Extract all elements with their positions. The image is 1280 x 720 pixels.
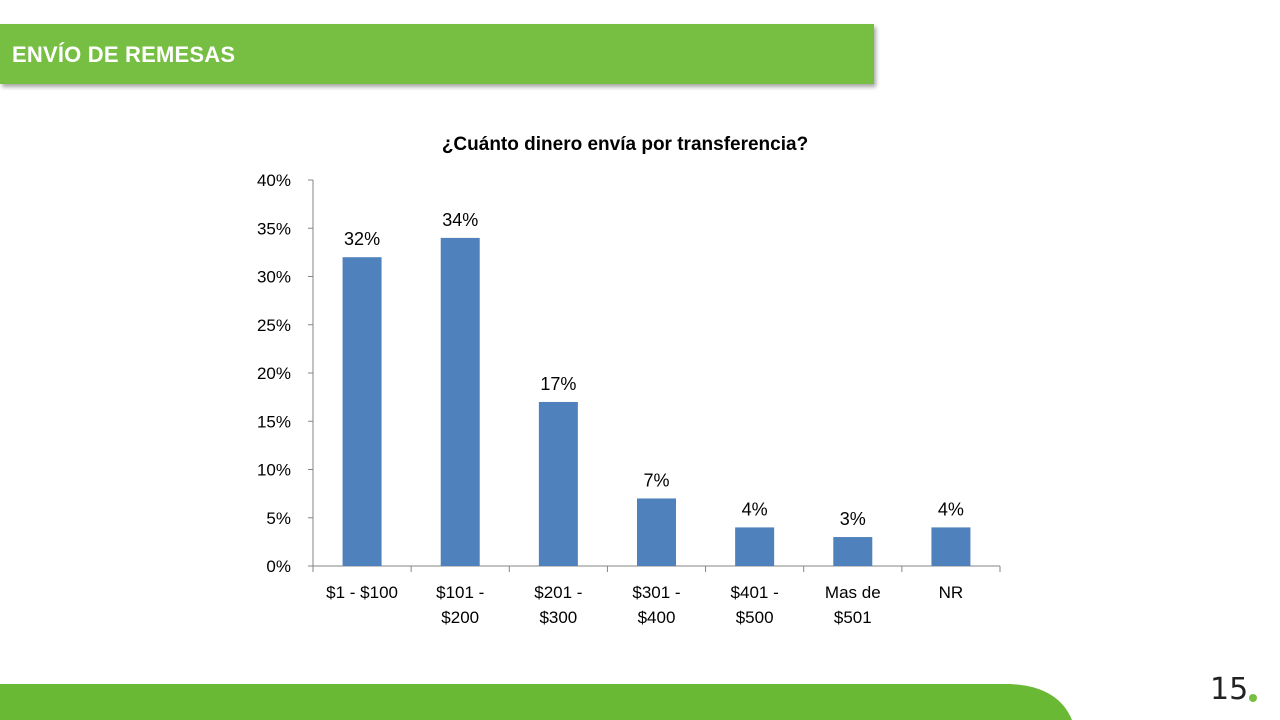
bar — [342, 257, 382, 566]
y-tick-label: 30% — [257, 268, 291, 287]
x-tick-label: $200 — [441, 608, 479, 627]
data-label: 32% — [344, 229, 380, 249]
x-tick-label: Mas de — [825, 583, 881, 602]
data-label: 4% — [742, 499, 768, 519]
y-tick-label: 20% — [257, 364, 291, 383]
page-number: 15 — [1210, 672, 1249, 707]
data-label: 34% — [442, 210, 478, 230]
data-label: 4% — [938, 499, 964, 519]
y-tick-label: 5% — [266, 509, 291, 528]
y-tick-label: 25% — [257, 316, 291, 335]
x-tick-label: $301 - — [632, 583, 680, 602]
x-tick-label: $1 - $100 — [326, 583, 398, 602]
y-tick-label: 0% — [266, 557, 291, 576]
chart-title: ¿Cuánto dinero envía por transferencia? — [442, 134, 808, 155]
x-tick-label: $501 — [834, 608, 872, 627]
y-tick-label: 35% — [257, 219, 291, 238]
footer-bar — [0, 684, 1072, 720]
x-tick-label: $401 - — [731, 583, 779, 602]
x-tick-label: $400 — [638, 608, 676, 627]
data-label: 3% — [840, 509, 866, 529]
x-tick-label: NR — [939, 583, 964, 602]
x-tick-label: $500 — [736, 608, 774, 627]
bar-chart: ¿Cuánto dinero envía por transferencia? … — [257, 134, 1001, 627]
y-tick-label: 10% — [257, 461, 291, 480]
bar — [735, 527, 775, 566]
header-banner: ENVÍO DE REMESAS — [0, 24, 874, 84]
x-tick-label: $300 — [539, 608, 577, 627]
data-label: 17% — [540, 374, 576, 394]
x-tick-label: $101 - — [436, 583, 484, 602]
x-tick-label: $201 - — [534, 583, 582, 602]
bar — [440, 237, 480, 566]
y-tick-label: 15% — [257, 412, 291, 431]
data-label: 7% — [643, 470, 669, 490]
bar — [833, 537, 873, 566]
y-tick-label: 40% — [257, 171, 291, 190]
bar — [538, 401, 578, 566]
page-dot-icon — [1249, 694, 1257, 702]
bar — [931, 527, 971, 566]
bar — [637, 498, 676, 566]
page-title: ENVÍO DE REMESAS — [12, 42, 236, 67]
